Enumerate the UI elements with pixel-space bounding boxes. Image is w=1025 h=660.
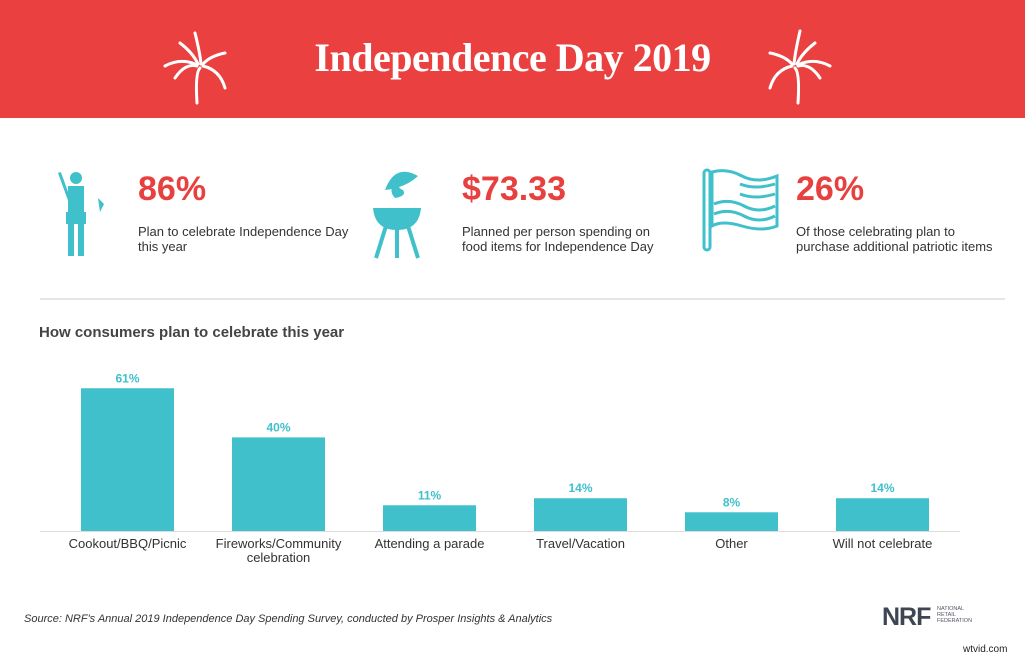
bar	[81, 388, 174, 531]
fireworks-icon	[768, 29, 832, 105]
data-label: 11%	[418, 488, 442, 502]
category-label: Fireworks/Community	[216, 536, 342, 551]
nrf-logo-subtitle: NATIONAL RETAIL FEDERATION	[937, 606, 973, 624]
bar	[836, 498, 929, 531]
category-label: celebration	[247, 550, 311, 565]
divider	[40, 298, 1005, 300]
data-label: 14%	[870, 481, 894, 495]
category-label: Cookout/BBQ/Picnic	[69, 536, 187, 551]
chart-title: How consumers plan to celebrate this yea…	[39, 324, 345, 341]
nrf-logo: NRF	[882, 603, 931, 631]
flag-icon	[702, 168, 779, 252]
category-label: Other	[715, 536, 748, 551]
bar	[232, 437, 325, 531]
grill-icon	[373, 171, 421, 259]
category-label: Attending a parade	[375, 536, 485, 551]
page-title: Independence Day 2019	[314, 35, 711, 80]
bar	[383, 505, 476, 531]
stat-value: 26%	[796, 170, 865, 208]
category-label: Will not celebrate	[833, 536, 933, 551]
stat-description: Of those celebrating plan to purchase ad…	[796, 224, 993, 254]
source-note: Source: NRF's Annual 2019 Independence D…	[24, 613, 553, 625]
data-label: 8%	[723, 495, 741, 509]
stat-value: 86%	[138, 170, 207, 208]
data-label: 40%	[266, 420, 290, 434]
stat-value: $73.33	[462, 170, 566, 208]
watermark: wtvid.com	[963, 644, 1008, 655]
fireworks-icon	[163, 31, 227, 105]
header-banner: Independence Day 2019	[0, 0, 1025, 118]
bar	[685, 512, 778, 531]
drummer-icon	[58, 171, 104, 256]
data-label: 61%	[115, 371, 139, 385]
stat-description: Plan to celebrate Independence Day this …	[138, 224, 349, 254]
bar	[534, 498, 627, 531]
stat-description: Planned per person spending on food item…	[462, 224, 654, 254]
category-label: Travel/Vacation	[536, 536, 625, 551]
data-label: 14%	[568, 481, 592, 495]
bar-chart: 61% Cookout/BBQ/Picnic 40% Fireworks/Commun…	[40, 371, 960, 565]
